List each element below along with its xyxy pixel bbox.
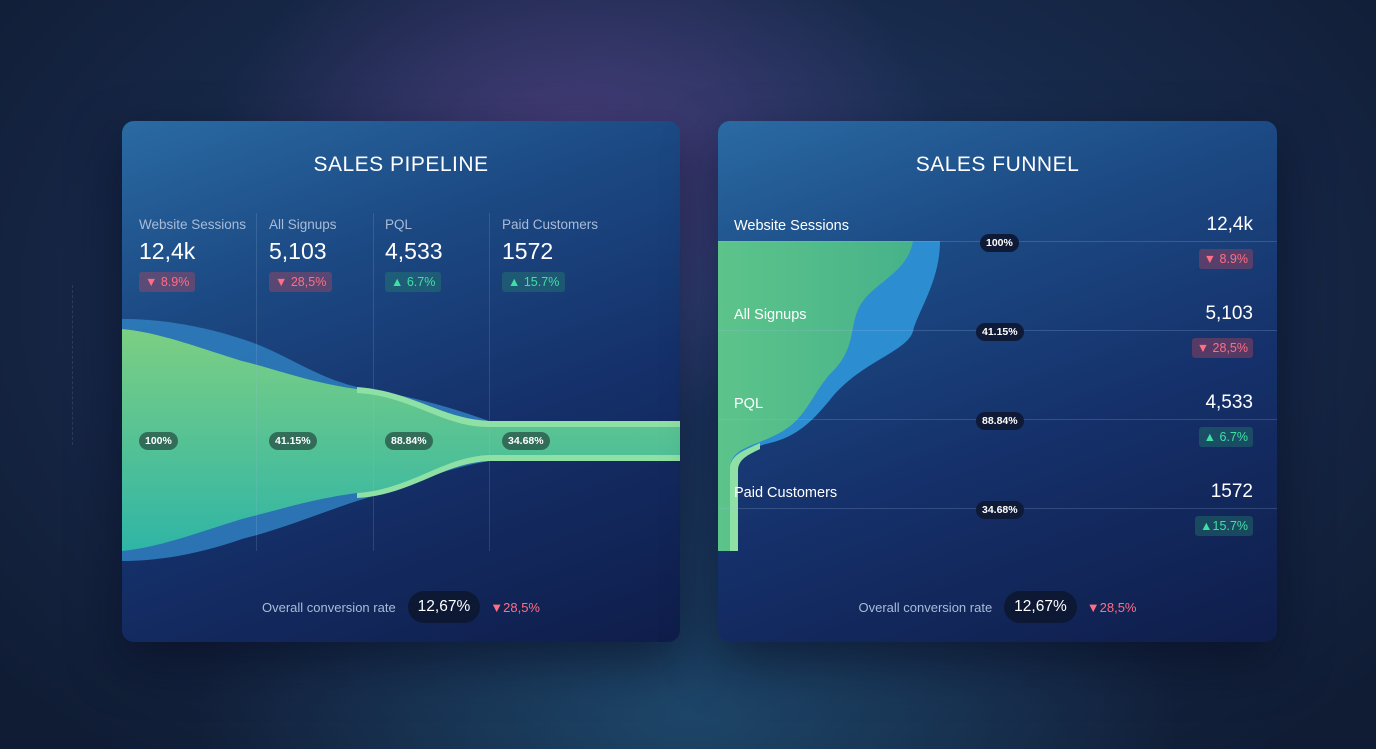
sales-funnel-card: SALES FUNNEL Website Sessions 12,4k ▼ 8.… (718, 121, 1277, 642)
stat-value: 1572 (502, 238, 554, 264)
funnel-title: SALES FUNNEL (915, 153, 1080, 176)
funnel-stage-value: 5,103 (1205, 303, 1253, 324)
stat-value: 4,533 (385, 238, 443, 264)
stat-label: Website Sessions (139, 217, 247, 232)
triangle-down-icon: ▼ (1203, 252, 1217, 266)
pipeline-footer: Overall conversion rate 12,67% ▼28,5% (122, 591, 680, 623)
pipeline-stat-paid-customers: Paid Customers 1572 ▲ 15.7% (502, 217, 598, 292)
stat-label: PQL (385, 217, 413, 232)
footer-change: ▼28,5% (1086, 599, 1137, 615)
rate-pill: 88.84% (976, 412, 1024, 430)
pipeline-chart (122, 319, 680, 561)
rate-pill: 100% (980, 234, 1019, 252)
footer-value: 12,67% (407, 591, 481, 623)
funnel-stage-value: 12,4k (1206, 214, 1253, 235)
triangle-down-icon: ▼ (145, 275, 158, 289)
footer-label: Overall conversion rate (262, 599, 396, 615)
triangle-down-icon: ▼ (275, 275, 288, 289)
change-badge: ▲15.7% (1195, 516, 1253, 536)
triangle-up-icon: ▲ (1203, 430, 1217, 444)
funnel-stage-value: 4,533 (1205, 392, 1253, 413)
pipeline-light-flow-lower (357, 455, 680, 498)
rate-pill: 41.15% (976, 323, 1024, 341)
funnel-footer: Overall conversion rate 12,67% ▼28,5% (718, 591, 1277, 623)
background-mark (72, 285, 73, 445)
funnel-stage-label: Paid Customers (734, 485, 838, 501)
triangle-down-icon: ▼ (1196, 341, 1210, 355)
stat-label: All Signups (269, 217, 337, 232)
pipeline-divider (489, 213, 490, 551)
footer-value: 12,67% (1004, 591, 1077, 623)
sales-pipeline-card: SALES PIPELINE Website Sessions 12,4k ▼ … (122, 121, 680, 642)
funnel-stage-label: Website Sessions (734, 218, 849, 234)
rate-pill: 88.84% (385, 432, 433, 450)
change-badge: ▲ 6.7% (1198, 427, 1253, 447)
pipeline-light-flow (357, 387, 680, 427)
rate-pill: 41.15% (269, 432, 317, 450)
funnel-stage-label: All Signups (734, 307, 807, 323)
triangle-down-icon: ▼ (1086, 599, 1100, 615)
rate-pill: 100% (139, 432, 178, 450)
pipeline-stat-all-signups: All Signups 5,103 ▼ 28,5% (269, 217, 337, 292)
triangle-up-icon: ▲ (391, 275, 404, 289)
footer-change: ▼28,5% (490, 599, 540, 615)
change-badge: ▲ 15.7% (502, 272, 566, 292)
rate-pill: 34.68% (502, 432, 550, 450)
pipeline-stat-website-sessions: Website Sessions 12,4k ▼ 8.9% (139, 217, 246, 292)
triangle-up-icon: ▲ (508, 275, 521, 289)
change-badge: ▼ 28,5% (1191, 338, 1253, 358)
funnel-light-stem (730, 443, 760, 551)
pipeline-stat-pql: PQL 4,533 ▲ 6.7% (385, 217, 443, 292)
funnel-chart (718, 241, 940, 551)
rate-pill: 34.68% (976, 501, 1024, 519)
change-badge: ▲ 6.7% (385, 272, 442, 292)
stat-label: Paid Customers (502, 217, 599, 232)
pipeline-divider (256, 213, 257, 551)
stat-value: 12,4k (139, 238, 196, 264)
change-badge: ▼ 8.9% (139, 272, 196, 292)
change-badge: ▼ 28,5% (269, 272, 333, 292)
triangle-up-icon: ▲ (1200, 519, 1213, 533)
funnel-stage-label: PQL (734, 396, 764, 412)
funnel-stage-value: 1572 (1210, 481, 1253, 502)
footer-label: Overall conversion rate (858, 599, 993, 615)
stat-value: 5,103 (269, 238, 327, 264)
triangle-down-icon: ▼ (490, 599, 504, 615)
pipeline-divider (373, 213, 374, 551)
funnel-green-band (718, 241, 913, 551)
change-badge: ▼ 8.9% (1198, 249, 1253, 269)
pipeline-title: SALES PIPELINE (313, 153, 489, 176)
